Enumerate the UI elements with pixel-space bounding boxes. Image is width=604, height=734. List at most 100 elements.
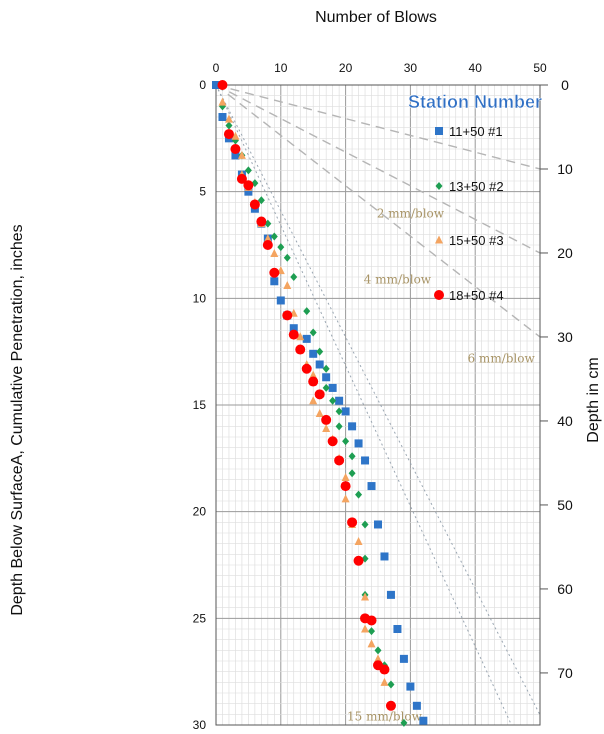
data-point	[348, 469, 356, 478]
data-point	[231, 131, 240, 140]
data-point	[315, 409, 324, 418]
data-point	[341, 473, 350, 482]
y2-axis-title: Depth in cm	[585, 357, 602, 442]
y2-tick-label: 60	[557, 581, 573, 597]
data-point	[315, 360, 324, 369]
data-point	[354, 537, 363, 546]
x-axis-title: Number of Blows	[315, 9, 437, 26]
data-point	[309, 328, 317, 337]
data-point	[341, 494, 350, 503]
data-point	[223, 129, 234, 140]
legend-label: 13+50 #2	[449, 179, 504, 194]
y2-tick-label: 70	[557, 665, 573, 681]
data-point	[400, 718, 408, 727]
data-point	[236, 173, 247, 184]
data-point	[283, 281, 292, 290]
data-point	[354, 439, 363, 448]
data-point	[256, 216, 267, 227]
series-layer	[212, 80, 428, 727]
data-point	[353, 555, 364, 566]
data-point	[399, 654, 408, 663]
data-point	[269, 267, 280, 278]
x-tick-label: 0	[213, 61, 220, 75]
guide-line	[215, 84, 541, 716]
data-point	[283, 253, 291, 262]
data-point	[270, 232, 278, 241]
data-point	[367, 639, 376, 648]
data-point	[243, 180, 254, 191]
data-point	[262, 240, 273, 250]
data-point	[327, 436, 338, 447]
y-axis-title: Depth Below SurfaceA, Cumulative Penetra…	[9, 224, 26, 615]
data-point	[257, 196, 265, 205]
data-point	[277, 243, 285, 252]
data-point	[366, 615, 377, 626]
data-point	[263, 234, 272, 243]
data-point	[367, 482, 376, 491]
legend-label: 11+50 #1	[449, 124, 503, 139]
data-point	[303, 307, 311, 316]
data-point	[314, 389, 325, 400]
guide-line-label: 4 mm/blow	[364, 272, 432, 286]
data-point	[368, 627, 376, 636]
guide-line	[215, 84, 541, 338]
guide-line	[215, 84, 541, 170]
data-point	[335, 407, 343, 416]
data-point	[393, 625, 402, 633]
x-tick-label: 40	[469, 61, 483, 75]
data-point	[301, 363, 312, 374]
y2-tick-label: 10	[557, 161, 573, 177]
data-point	[308, 376, 319, 387]
legend-label: 15+50 #3	[449, 233, 504, 248]
legend-marker	[435, 235, 443, 244]
y-tick-label: 15	[193, 398, 207, 412]
data-point	[322, 373, 331, 382]
data-point	[348, 452, 356, 461]
legend: Station Number 11+50 #1 13+50 #2 15+50 #3 1…	[408, 92, 543, 303]
plot-frame	[215, 84, 541, 726]
data-point	[230, 144, 241, 154]
y-tick-label: 10	[193, 291, 207, 305]
y-tick-label: 25	[193, 611, 207, 625]
data-point	[374, 646, 382, 655]
data-point	[380, 677, 389, 686]
guide-lines: 2 mm/blow 4 mm/blow 6 mm/blow 15 mm/blow	[215, 84, 541, 726]
data-point	[380, 552, 389, 561]
data-point	[322, 423, 331, 432]
data-point	[244, 166, 252, 175]
data-point	[387, 680, 395, 689]
y2-tick-label: 0	[561, 77, 569, 93]
y2-tick-label: 50	[557, 497, 573, 513]
data-point	[348, 422, 357, 431]
data-point	[212, 81, 220, 89]
data-point	[334, 455, 345, 466]
data-point	[361, 624, 370, 633]
data-point	[224, 114, 233, 123]
x-tick-label: 10	[274, 61, 288, 75]
data-point	[335, 396, 344, 405]
data-point	[355, 490, 363, 499]
data-point	[361, 456, 370, 465]
data-point	[340, 481, 351, 492]
data-point	[289, 324, 298, 333]
data-point	[419, 716, 428, 725]
data-point	[282, 310, 293, 321]
data-point	[309, 396, 318, 405]
y-tick-label: 20	[193, 505, 207, 519]
data-point	[276, 296, 285, 305]
data-point	[379, 664, 390, 675]
data-point	[412, 701, 421, 710]
x-tick-label: 30	[404, 61, 418, 75]
series-4	[217, 80, 396, 711]
data-point	[270, 249, 279, 258]
data-point	[322, 383, 330, 392]
data-point	[329, 396, 337, 405]
data-point	[295, 344, 306, 355]
data-point	[341, 407, 350, 416]
data-point	[361, 520, 369, 529]
data-point	[237, 150, 246, 159]
x-tick-label: 50	[533, 61, 547, 75]
data-point	[302, 334, 311, 343]
data-point	[244, 187, 253, 196]
